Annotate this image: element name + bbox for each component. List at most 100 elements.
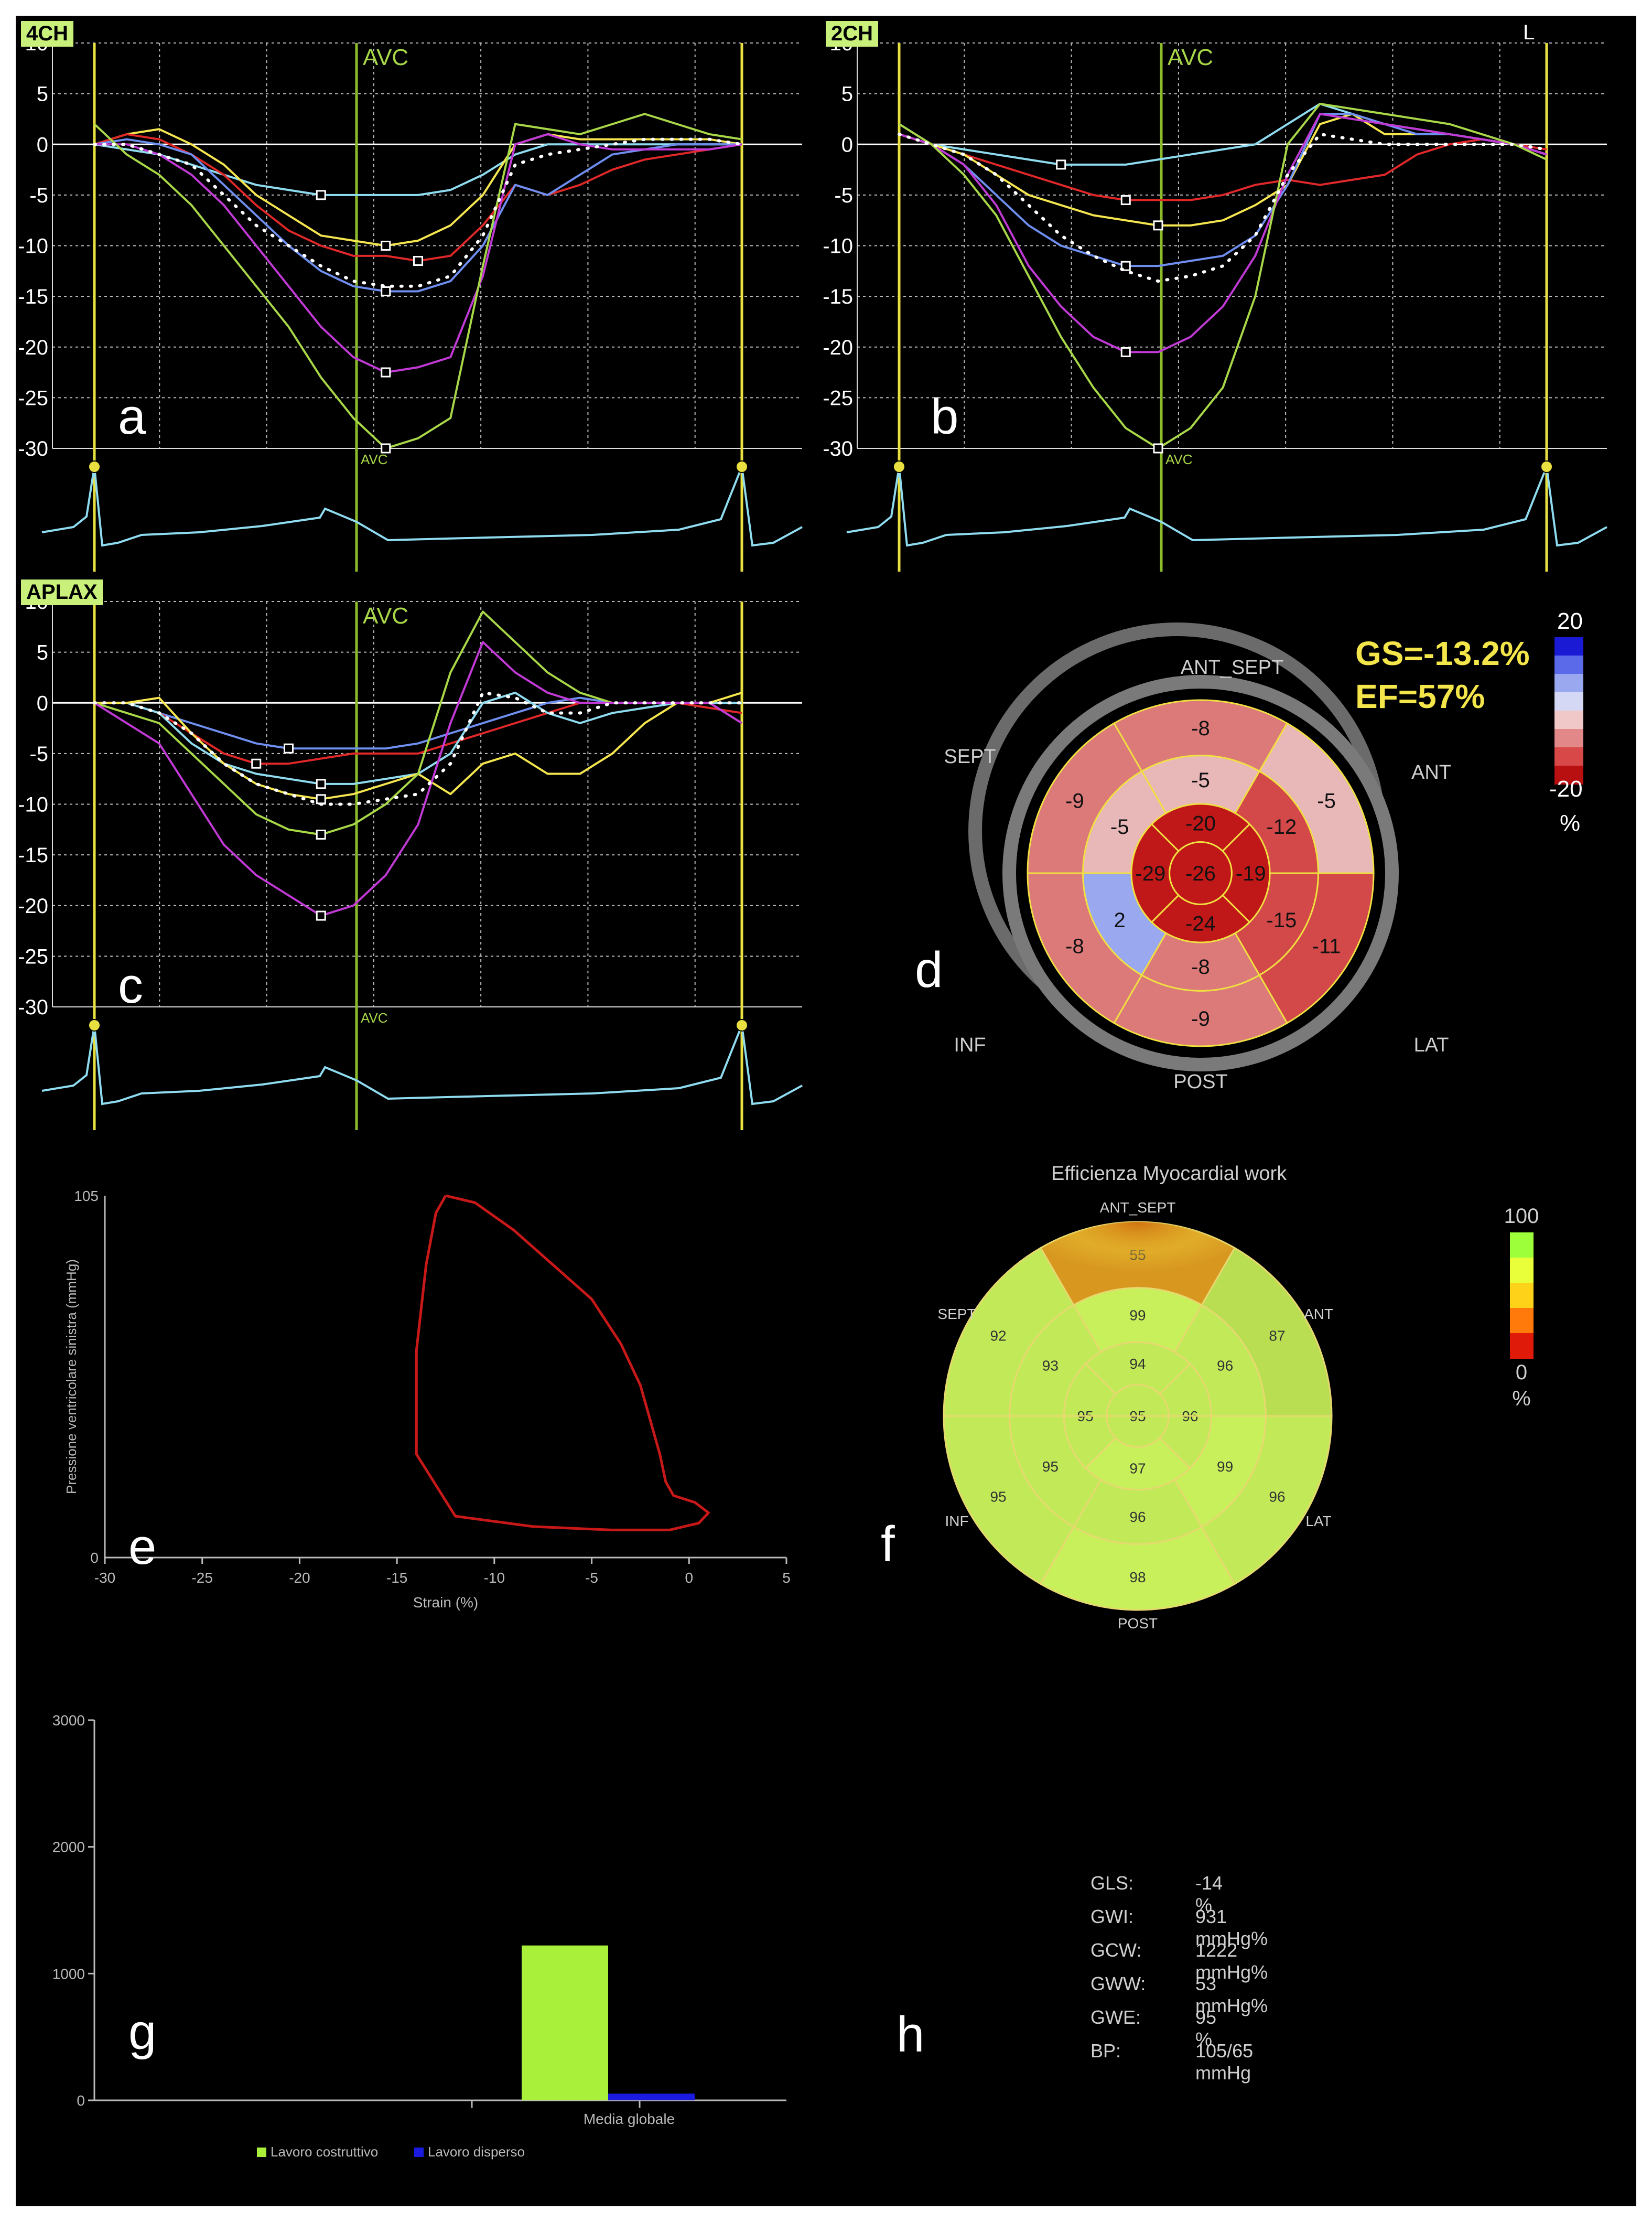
work-bar-panel: 0 1000 2000 3000 Media globale Lavoro costrut… bbox=[21, 1678, 807, 2176]
segment-value-basal: 92 bbox=[990, 1327, 1006, 1344]
peak-marker-blue bbox=[1120, 261, 1131, 271]
segment-value-basal: 95 bbox=[990, 1488, 1006, 1505]
peak-marker-green bbox=[381, 443, 391, 454]
x-tick-label: 0 bbox=[685, 1570, 693, 1586]
y-tick-label: -25 bbox=[18, 387, 48, 410]
strain-scale-swatch bbox=[1554, 766, 1583, 785]
legend-swatch bbox=[257, 2148, 266, 2157]
legend-swatch bbox=[414, 2148, 424, 2157]
x-axis-title: Strain (%) bbox=[413, 1594, 478, 1611]
ecg-trace bbox=[41, 1021, 803, 1105]
strain-curve-green bbox=[898, 102, 1547, 449]
label-ant: ANT bbox=[1411, 761, 1451, 783]
y-tick-label: -10 bbox=[18, 793, 48, 817]
segment-value-apex: -26 bbox=[1185, 862, 1216, 885]
strain-curve-blue bbox=[94, 138, 742, 293]
strain-curve-yellow bbox=[94, 128, 742, 247]
x-tick-label: 5 bbox=[782, 1570, 791, 1586]
work-efficiency-panel: Efficienza Myocardial work55879698959299… bbox=[826, 1154, 1612, 1652]
strain-curve-green bbox=[93, 113, 742, 449]
segment-value-mid: 96 bbox=[1129, 1509, 1146, 1525]
strain-bullseye-panel: -8 -5 -11 -9 -8 -9 -5 -12 -15 -8 2 -5 -20 -19 -24 -29 -2… bbox=[826, 579, 1612, 1130]
ecg-peak-marker bbox=[88, 460, 101, 473]
y-tick-label: -15 bbox=[18, 285, 48, 308]
y-tick-label: -30 bbox=[18, 996, 48, 1019]
label-lat: LAT bbox=[1305, 1513, 1331, 1529]
figure-frame bbox=[16, 16, 1636, 2206]
view-tag-aplax: APLAX bbox=[21, 579, 103, 605]
strain-curve-global bbox=[93, 137, 743, 288]
work-bar-chart: 0 1000 2000 3000 Media globale Lavoro costrut… bbox=[52, 1712, 786, 2160]
y-axis-title: Pressione ventricolare sinistra (mmHg) bbox=[63, 1259, 79, 1494]
stat-label: GLS: bbox=[1090, 1872, 1134, 1894]
segment-value-basal: 98 bbox=[1129, 1569, 1146, 1585]
strain-curve-magenta bbox=[94, 133, 742, 374]
peak-marker-yellow bbox=[1153, 220, 1163, 231]
strain-scale-max: 20 bbox=[1557, 608, 1583, 634]
ejection-fraction-value: EF=57% bbox=[1355, 678, 1485, 715]
stat-value: 1222 mmHg% bbox=[1195, 1939, 1268, 1983]
panel-letter-d: d bbox=[915, 942, 943, 998]
stat-value: 105/65 mmHg bbox=[1195, 2040, 1254, 2084]
stat-label: GCW: bbox=[1090, 1939, 1142, 1961]
peak-marker-red bbox=[251, 758, 262, 769]
y-tick-label: -30 bbox=[18, 437, 48, 460]
global-strain-value: GS=-13.2% bbox=[1355, 635, 1530, 672]
peak-marker-green bbox=[1153, 443, 1163, 454]
stat-value: -14 % bbox=[1195, 1872, 1223, 1916]
efficiency-title: Efficienza Myocardial work bbox=[1051, 1163, 1287, 1185]
ecg-peak-marker bbox=[736, 460, 748, 473]
segment-value-mid: 93 bbox=[1042, 1358, 1059, 1374]
peak-marker-red bbox=[1120, 195, 1131, 206]
bar-lavoro-disperso bbox=[608, 2094, 695, 2100]
efficiency-scale-max: 100 bbox=[1504, 1205, 1539, 1228]
strain-scale-swatch bbox=[1554, 711, 1583, 729]
stat-value: 95 % bbox=[1195, 2006, 1217, 2050]
strain-scale-swatch bbox=[1554, 656, 1583, 674]
strain-scale-swatch bbox=[1554, 729, 1583, 748]
x-tick-label: -5 bbox=[585, 1570, 598, 1586]
label-post: POST bbox=[1118, 1615, 1158, 1631]
y-tick-label: -20 bbox=[18, 336, 48, 359]
y-tick-label: -20 bbox=[823, 336, 853, 359]
category-label: Media globale bbox=[584, 2111, 675, 2127]
view-tag-4ch: 4CH bbox=[21, 21, 74, 47]
segment-value-basal: 87 bbox=[1269, 1327, 1285, 1344]
strain-scale-unit: % bbox=[1560, 810, 1581, 836]
strain-scale-min: -20 bbox=[1549, 776, 1583, 802]
ecg-peak-marker bbox=[1540, 460, 1553, 473]
y-tick-label: 0 bbox=[90, 1550, 99, 1566]
segment-value-apical: -29 bbox=[1135, 862, 1165, 885]
y-tick-label: 0 bbox=[841, 133, 853, 156]
label-post: POST bbox=[1173, 1071, 1227, 1093]
segment-value-mid: -5 bbox=[1191, 769, 1210, 792]
peak-marker-magenta bbox=[1120, 347, 1131, 357]
peak-marker-yellow bbox=[316, 794, 326, 804]
efficiency-scale-swatch bbox=[1510, 1283, 1534, 1308]
peak-marker-magenta bbox=[381, 367, 391, 378]
panel-letter-f: f bbox=[881, 1516, 895, 1572]
peak-marker-red bbox=[413, 255, 423, 266]
segment-value-mid: -15 bbox=[1266, 909, 1297, 932]
efficiency-scale-swatch bbox=[1510, 1333, 1534, 1359]
x-tick-label: -30 bbox=[94, 1570, 115, 1586]
y-tick-label: -10 bbox=[823, 235, 853, 258]
ecg-peak-marker bbox=[893, 460, 905, 473]
y-tick-label: 5 bbox=[37, 83, 48, 106]
peak-marker-blue bbox=[381, 286, 391, 296]
y-tick-label: 5 bbox=[37, 641, 48, 664]
strain-scale-swatch bbox=[1554, 747, 1583, 766]
y-tick-label: -25 bbox=[18, 945, 48, 968]
strain-scale-swatch bbox=[1554, 674, 1583, 693]
strain-curve-global bbox=[93, 691, 743, 806]
stat-label: BP: bbox=[1090, 2040, 1121, 2062]
x-tick-label: -10 bbox=[484, 1570, 505, 1586]
y-tick-label: -30 bbox=[823, 437, 853, 460]
segment-value-basal: -8 bbox=[1191, 717, 1210, 740]
segment-value-mid: 99 bbox=[1217, 1458, 1233, 1475]
peak-marker-green bbox=[316, 829, 326, 840]
avc-label: AVC bbox=[1168, 45, 1213, 70]
peak-marker-blue bbox=[284, 743, 294, 754]
